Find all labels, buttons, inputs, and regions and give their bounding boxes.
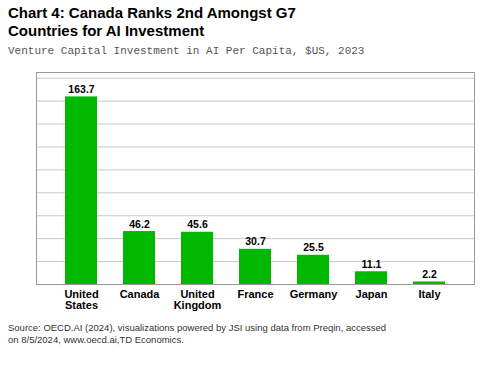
svg-text:45.6: 45.6 bbox=[187, 218, 208, 230]
svg-text:163.7: 163.7 bbox=[68, 83, 94, 95]
svg-text:25.5: 25.5 bbox=[303, 241, 324, 253]
svg-text:Italy: Italy bbox=[418, 288, 441, 300]
svg-text:UnitedStates: UnitedStates bbox=[64, 288, 98, 311]
svg-text:Canada: Canada bbox=[120, 288, 161, 300]
svg-text:UnitedKingdom: UnitedKingdom bbox=[174, 288, 222, 311]
html-text:Venture Capital Investment in: Venture Capital Investment in AI Per Cap… bbox=[8, 45, 365, 57]
svg-text:11.1: 11.1 bbox=[362, 258, 382, 270]
html-text:Chart 4: Canada Ranks 2nd Amon: Chart 4: Canada Ranks 2nd Amongst G7 Cou… bbox=[8, 4, 296, 39]
svg-text:France: France bbox=[237, 288, 273, 300]
svg-text:46.2: 46.2 bbox=[129, 218, 150, 230]
svg-text:30.7: 30.7 bbox=[245, 235, 266, 247]
html-text:Source: OECD.AI (2024), visual: Source: OECD.AI (2024), visualizations p… bbox=[8, 322, 387, 345]
svg-text:Japan: Japan bbox=[356, 288, 388, 300]
svg-text:Germany: Germany bbox=[290, 288, 339, 300]
svg-text:2.2: 2.2 bbox=[422, 268, 437, 280]
